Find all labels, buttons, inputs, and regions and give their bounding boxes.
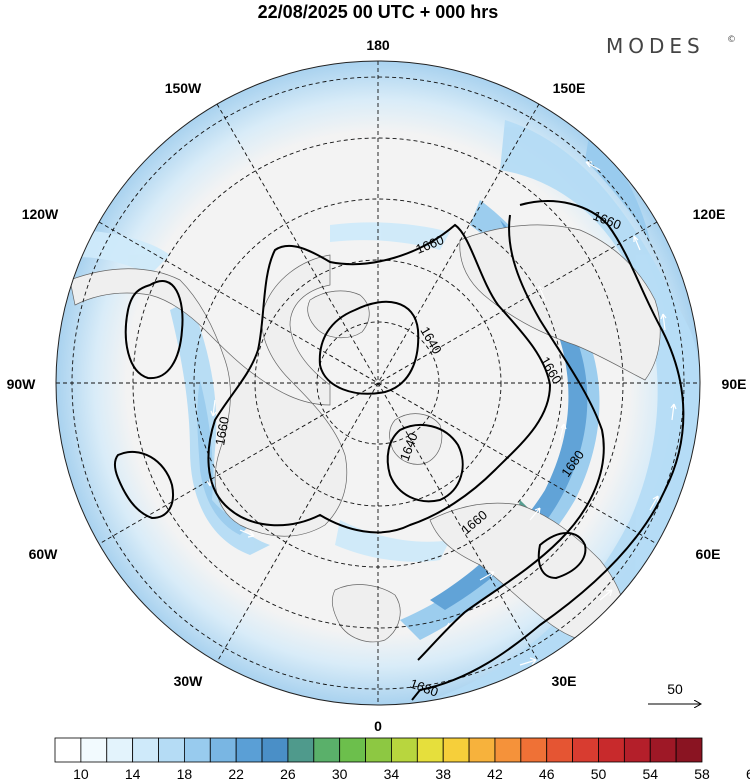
- jet-band-north: [330, 222, 450, 250]
- colorbar-tick-label: 22: [228, 766, 244, 782]
- wind-vector: [660, 313, 667, 331]
- jet-band-northwest: [65, 230, 170, 275]
- wind-vector: [538, 285, 546, 301]
- wind-vector: [479, 571, 495, 581]
- map-border: [55, 60, 701, 706]
- lon-label-180: 180: [366, 37, 390, 53]
- lon-label-30w: 30W: [174, 673, 204, 689]
- colorbar-swatch: [235, 737, 263, 763]
- colorbar-tick-label: 54: [642, 766, 658, 782]
- lon-label-60e: 60E: [696, 546, 721, 562]
- colorbar-swatch: [442, 737, 470, 763]
- colorbar-swatch: [494, 737, 522, 763]
- colorbar: 10141822263034384246505458626670: [54, 737, 750, 782]
- colorbar-swatch: [520, 737, 548, 763]
- map-disk: 1660 1660 1640 1660 1640 1660 1660 1680 …: [56, 61, 700, 705]
- contour-line: [411, 200, 685, 701]
- colorbar-tick-label: 14: [125, 766, 141, 782]
- contour-line: [417, 214, 605, 661]
- land-greenland: [307, 290, 370, 339]
- colorbar-swatch: [54, 737, 82, 763]
- vector-key-label: 50: [667, 681, 683, 697]
- colorbar-swatch: [416, 737, 444, 763]
- lon-label-90w: 90W: [7, 376, 37, 392]
- wind-vector: [585, 161, 601, 171]
- contour-line: [386, 424, 464, 503]
- contour-line: [124, 280, 184, 380]
- colorbar-tick-label: 18: [177, 766, 193, 782]
- colorbar-tick-labels: 10141822263034384246505458626670: [73, 766, 750, 782]
- colorbar-swatch: [391, 737, 418, 763]
- lon-label-150e: 150E: [553, 80, 586, 96]
- brand-logo: MODES: [606, 34, 705, 58]
- colorbar-swatch: [158, 737, 185, 763]
- colorbar-tick-label: 50: [591, 766, 607, 782]
- colorbar-swatch: [623, 737, 651, 763]
- lon-label-90e: 90E: [722, 376, 747, 392]
- wind-vector: [519, 657, 537, 666]
- colorbar-swatch: [313, 737, 341, 763]
- lon-label-120e: 120E: [693, 206, 726, 222]
- map-title: 22/08/2025 00 UTC + 000 hrs: [258, 2, 499, 22]
- lon-label-150w: 150W: [165, 80, 202, 96]
- colorbar-tick-label: 30: [332, 766, 348, 782]
- colorbar-tick-label: 26: [280, 766, 296, 782]
- colorbar-swatch: [365, 737, 392, 763]
- colorbar-swatch: [546, 737, 573, 763]
- wind-vector: [599, 589, 613, 601]
- colorbar-swatch: [261, 737, 289, 763]
- lon-label-60w: 60W: [29, 546, 59, 562]
- jet-band-outer-east: [430, 120, 700, 700]
- colorbar-swatch: [649, 737, 677, 763]
- colorbar-tick-label: 42: [487, 766, 503, 782]
- height-contours: [114, 200, 685, 701]
- wind-vector: [529, 507, 541, 521]
- colorbar-swatch: [339, 737, 366, 763]
- vector-key: 50: [648, 681, 700, 704]
- wind-vector: [210, 399, 217, 417]
- graticule: [56, 61, 700, 705]
- colorbar-swatch: [598, 737, 625, 763]
- meridian-120e-60w: [98, 221, 658, 545]
- contour-line: [318, 300, 420, 395]
- colorbar-tick-label: 38: [435, 766, 451, 782]
- wind-vectors: [206, 161, 677, 666]
- colorbar-tick-label: 46: [539, 766, 555, 782]
- wind-vector: [559, 423, 567, 441]
- colorbar-swatch: [80, 737, 108, 763]
- contour-line: [114, 450, 174, 520]
- colorbar-swatch: [209, 737, 237, 763]
- lon-label-30e: 30E: [552, 673, 577, 689]
- colorbar-boxes: [54, 737, 703, 763]
- colorbar-tick-label: 62: [746, 766, 750, 782]
- longitude-labels: 180 150W 150E 120W 120E 90W 90E 60W 60E …: [7, 37, 747, 734]
- jet-band-northeast: [585, 130, 650, 240]
- colorbar-tick-label: 10: [73, 766, 89, 782]
- wind-vector: [649, 495, 659, 511]
- colorbar-swatch: [183, 737, 211, 763]
- colorbar-swatch: [132, 737, 159, 763]
- wind-vector: [670, 403, 677, 421]
- colorbar-swatch: [468, 737, 496, 763]
- lon-label-0: 0: [374, 718, 382, 734]
- jet-core-max: [430, 220, 588, 610]
- lon-label-120w: 120W: [22, 206, 59, 222]
- colorbar-swatch: [572, 737, 599, 763]
- jet-band-west-core: [197, 380, 250, 535]
- land-asia-east: [459, 224, 661, 381]
- contour-label: 1660: [212, 415, 232, 446]
- colorbar-swatch: [106, 737, 134, 763]
- wind-vector: [633, 235, 641, 251]
- contour-line: [207, 223, 552, 534]
- colorbar-swatch: [675, 737, 703, 763]
- wind-vector: [239, 529, 255, 538]
- brand-copyright: ©: [727, 35, 736, 45]
- colorbar-tick-label: 58: [694, 766, 710, 782]
- colorbar-tick-label: 34: [384, 766, 400, 782]
- contour-line: [537, 532, 587, 580]
- colorbar-swatch: [287, 737, 315, 763]
